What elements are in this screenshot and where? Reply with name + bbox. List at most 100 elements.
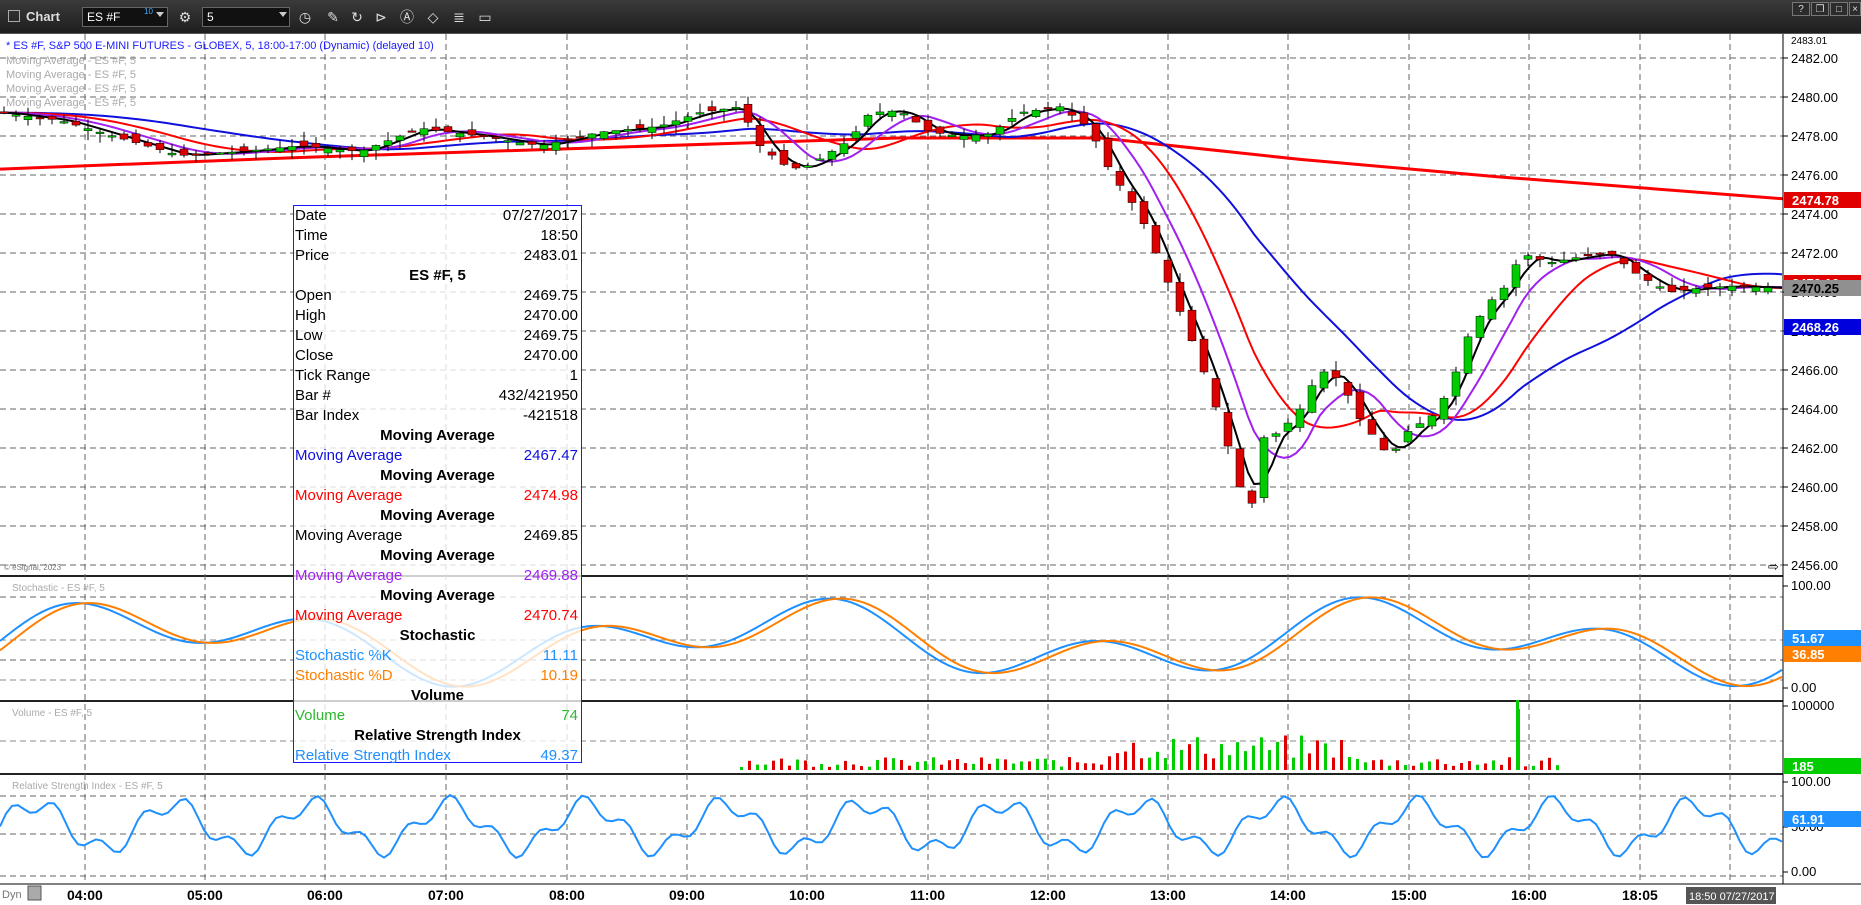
price-axes: 2482.00 2480.00 2478.00 2476.00 2474.00 2472.… <box>1782 34 1861 885</box>
data-window: Date 07/27/2017 Time 18:50 Price 2483.01 ES… <box>293 205 582 764</box>
candle-up <box>1415 423 1425 428</box>
candle-up <box>1307 385 1317 413</box>
candle-down <box>191 153 201 156</box>
volume-bar-up <box>916 761 919 770</box>
candle-down <box>47 115 57 120</box>
candle-down <box>1667 284 1677 292</box>
candle-up <box>947 134 957 138</box>
interval-input[interactable]: 5 <box>202 7 290 27</box>
time-label: 14:00 <box>1270 887 1306 903</box>
volume-bar-down <box>1468 761 1471 770</box>
volume-badge: 185 <box>1792 759 1814 774</box>
candlesticks <box>0 96 1773 508</box>
candle-up <box>1319 371 1329 389</box>
volume-bar-down <box>1084 763 1087 770</box>
clock-icon[interactable]: ◷ <box>298 9 312 25</box>
curve-icon[interactable]: ↻ <box>351 9 363 25</box>
volume-bar-down <box>1524 766 1527 770</box>
close-button[interactable]: × <box>1849 2 1861 16</box>
time-label: 16:00 <box>1511 887 1547 903</box>
candle-up <box>899 113 909 116</box>
ma-legend-label: Moving Average - ES #F, 5 <box>6 97 136 109</box>
volume-bar-down <box>1092 763 1095 770</box>
help-button[interactable]: ? <box>1792 2 1810 16</box>
candle-down <box>0 111 9 114</box>
candle-up <box>611 130 621 135</box>
interval-settings-icon[interactable]: ⚙ <box>178 9 192 25</box>
candle-down <box>527 140 537 145</box>
restore-button[interactable]: ❐ <box>1811 2 1829 16</box>
volume-bar-up <box>1164 758 1167 770</box>
candle-up <box>839 143 849 154</box>
info-ma3-heading: Moving Average <box>380 507 495 524</box>
candle-down <box>1595 252 1605 255</box>
magnify-icon[interactable]: Ⓐ <box>400 9 414 25</box>
info-low-value: 2469.75 <box>523 327 578 344</box>
candle-up <box>803 165 813 168</box>
candle-up <box>1283 422 1293 432</box>
candle-down <box>923 119 933 131</box>
candle-up <box>107 135 117 138</box>
candle-down <box>1043 107 1053 110</box>
candle-down <box>119 133 129 140</box>
price-chart[interactable]: ⇨ 2482.002480.002478.002476.002474.00247… <box>0 34 1861 905</box>
info-volume-value: 74 <box>561 707 578 724</box>
chat-icon[interactable]: ▭ <box>478 9 492 25</box>
candle-up <box>335 149 345 153</box>
candle-up <box>1571 257 1581 261</box>
info-stochk-value: 11.11 <box>542 647 578 664</box>
volume-bar-down <box>900 759 903 770</box>
volume-bar-up <box>1324 743 1327 770</box>
candle-up <box>383 140 393 146</box>
volume-bar-up <box>1428 761 1431 770</box>
candle-up <box>551 141 561 151</box>
interval-dropdown-icon[interactable] <box>279 12 287 17</box>
volume-bar-up <box>1364 762 1367 770</box>
script-icon[interactable]: ≣ <box>453 9 465 25</box>
candle-down <box>1607 250 1617 255</box>
volume-bar-up <box>996 758 999 770</box>
stoch-k-badge: 51.67 <box>1792 631 1825 646</box>
info-high-key: High <box>295 307 326 324</box>
candle-down <box>1331 370 1341 379</box>
volume-bar-down <box>1068 757 1071 770</box>
ma-purple-line <box>0 110 1783 459</box>
volume-bar-up <box>740 766 743 770</box>
volume-bar-up <box>892 758 895 770</box>
symbol-dropdown-icon[interactable] <box>156 12 164 17</box>
play-icon[interactable]: ⊳ <box>375 9 387 25</box>
candle-up <box>263 148 273 151</box>
candle-up <box>1427 415 1437 427</box>
candle-down <box>1379 437 1389 451</box>
price-badge-ma-red: 2474.78 <box>1792 193 1839 208</box>
info-barindex-value: -421518 <box>522 407 578 424</box>
info-close-key: Close <box>295 347 334 364</box>
eraser-icon[interactable]: ◇ <box>427 9 439 25</box>
rsi-pane-label: Relative Strength Index - ES #F, 5 <box>12 781 163 792</box>
symbol-input[interactable]: ES #F <box>82 7 168 27</box>
pencil-icon[interactable]: ✎ <box>327 9 339 25</box>
candle-down <box>443 126 453 133</box>
candle-down <box>431 126 441 131</box>
volume-bar-up <box>1044 758 1047 770</box>
candle-up <box>215 152 225 155</box>
candle-up <box>1499 287 1509 300</box>
info-low-key: Low <box>295 327 323 344</box>
info-open-value: 2469.75 <box>523 287 578 304</box>
candle-down <box>1223 412 1233 447</box>
volume-bar-up <box>1292 757 1295 770</box>
info-volume-heading: Volume <box>410 687 465 704</box>
price-tick-label: 2464.00 <box>1791 402 1838 417</box>
candle-up <box>1547 262 1557 265</box>
volume-bar-down <box>1444 764 1447 770</box>
candle-up <box>1691 288 1701 294</box>
sub-tick-label: 100.00 <box>1791 578 1831 593</box>
volume-bar-down <box>1284 735 1287 770</box>
maximize-button[interactable]: □ <box>1830 2 1848 16</box>
volume-bar-down <box>1500 764 1503 770</box>
volume-bar-down <box>1028 761 1031 770</box>
candle-down <box>155 143 165 150</box>
volume-bar-up <box>924 761 927 770</box>
volume-bar-up <box>1236 742 1239 770</box>
candle-down <box>1703 283 1713 288</box>
